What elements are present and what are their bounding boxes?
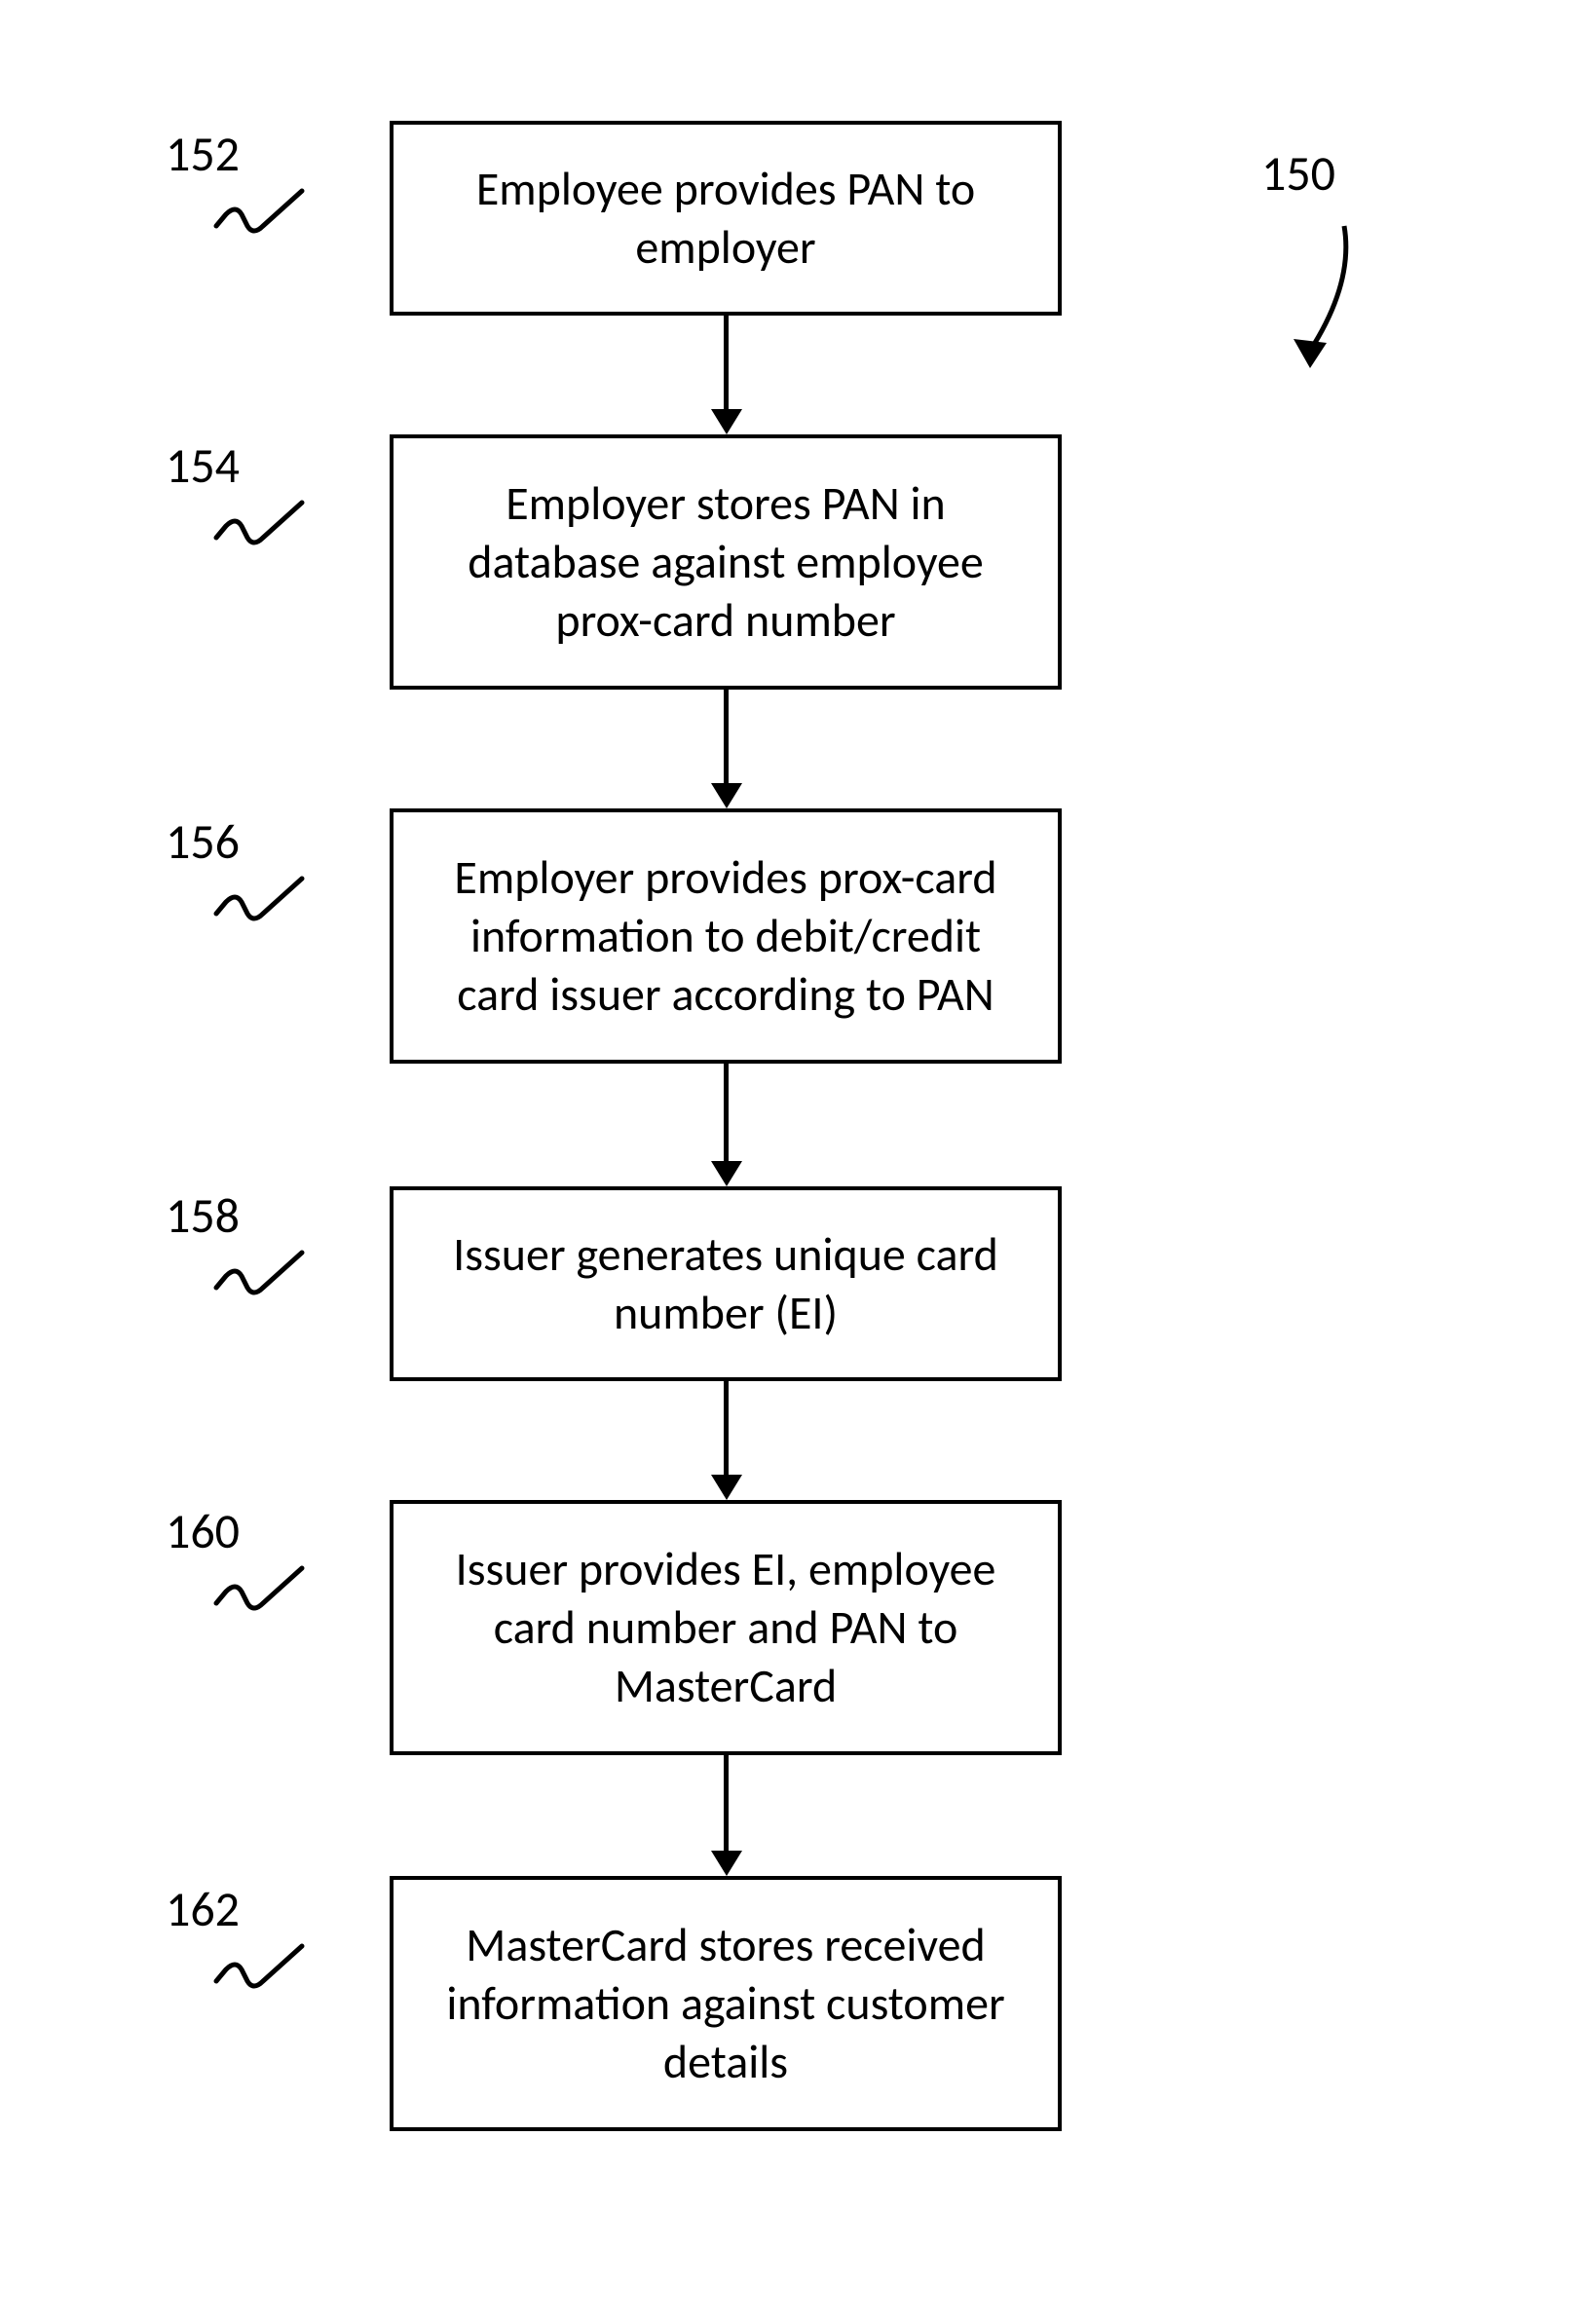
flowchart-arrow-line — [724, 1064, 729, 1165]
flowchart-node-label-156: 156 — [166, 812, 240, 872]
flowchart-node-160: Issuer provides EI, employee card number… — [390, 1500, 1062, 1755]
flowchart-node-152: Employee provides PAN to employer — [390, 121, 1062, 316]
flowchart-arrow-head — [711, 1851, 742, 1876]
flowchart-node-162: MasterCard stores received information a… — [390, 1876, 1062, 2131]
flowchart-arrow-head — [711, 783, 742, 808]
flowchart-arrow-line — [724, 1381, 729, 1479]
label-connector-squiggle — [212, 185, 310, 268]
flowchart-node-label-152: 152 — [166, 125, 240, 184]
flowchart-node-text: Employee provides PAN to employer — [432, 160, 1019, 277]
flowchart-arrow-head — [711, 409, 742, 434]
flowchart-node-156: Employer provides prox-card information … — [390, 808, 1062, 1064]
label-connector-squiggle — [212, 497, 310, 580]
flowchart-node-label-160: 160 — [166, 1502, 240, 1561]
flowchart-node-text: Employer stores PAN in database against … — [432, 474, 1019, 650]
diagram-reference-label: 150 — [1261, 144, 1335, 204]
flowchart-node-text: Issuer generates unique card number (EI) — [432, 1225, 1019, 1342]
label-connector-squiggle — [212, 1562, 310, 1645]
flowchart-node-158: Issuer generates unique card number (EI) — [390, 1186, 1062, 1381]
flowchart-arrow-head — [711, 1161, 742, 1186]
flowchart-node-text: Issuer provides EI, employee card number… — [432, 1540, 1019, 1715]
label-connector-squiggle — [212, 1940, 310, 2023]
label-connector-squiggle — [212, 873, 310, 956]
flowchart-node-text: MasterCard stores received information a… — [432, 1916, 1019, 2091]
diagram-reference-arrow — [1247, 214, 1383, 390]
flowchart-arrow-head — [711, 1475, 742, 1500]
flowchart-arrow-line — [724, 690, 729, 787]
flowchart-node-label-162: 162 — [166, 1880, 240, 1939]
flowchart-node-text: Employer provides prox-card information … — [432, 848, 1019, 1024]
flowchart-arrow-line — [724, 1755, 729, 1855]
flowchart-node-154: Employer stores PAN in database against … — [390, 434, 1062, 690]
flowchart-node-label-154: 154 — [166, 436, 240, 496]
label-connector-squiggle — [212, 1247, 310, 1330]
flowchart-container: 150 Employee provides PAN to employer 152… — [0, 0, 1575, 2324]
flowchart-node-label-158: 158 — [166, 1186, 240, 1246]
flowchart-arrow-line — [724, 316, 729, 413]
